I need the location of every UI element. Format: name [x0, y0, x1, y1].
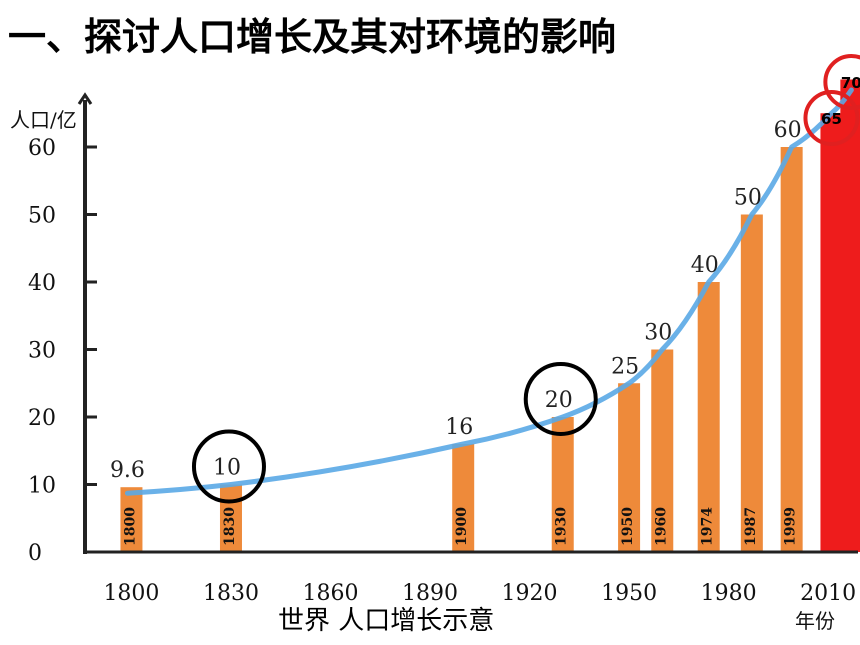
value-label-1960: 30	[644, 321, 672, 346]
bar-year-label-1930: 1930	[554, 507, 570, 546]
y-tick-label-40: 40	[28, 271, 56, 296]
y-tick-label-50: 50	[28, 204, 56, 229]
label-layer: 1800 1830 1900 1930 1950 1960 1974 1987 1999 9.6 1…	[110, 74, 860, 546]
bar-2011	[820, 113, 843, 552]
x-axis-label: 年份	[795, 609, 835, 633]
highlight-circle-1930	[523, 362, 598, 436]
bar-1900	[452, 444, 475, 552]
value-label-1800: 9.6	[110, 458, 145, 483]
bar-1800	[120, 487, 143, 552]
population-trend-line	[124, 87, 854, 496]
y-tick-label-10: 10	[28, 474, 56, 499]
y-tick-label-20: 20	[28, 406, 56, 431]
x-tick-label-2010: 2010	[800, 581, 856, 606]
axis-layer: 0 10 20 30 40 50 60 1800 1830 1860 1890 1920 1950 198…	[28, 92, 858, 606]
x-tick-label-1830: 1830	[203, 581, 259, 606]
bar-1999	[780, 147, 803, 552]
x-tick-label-1890: 1890	[402, 581, 458, 606]
value-label-2017: 70	[841, 74, 860, 92]
x-tick-label-1860: 1860	[303, 581, 359, 606]
bars-layer	[120, 79, 860, 552]
bar-1974	[697, 282, 720, 552]
bar-year-label-1960: 1960	[653, 507, 669, 546]
bar-1987	[740, 214, 763, 552]
bar-year-label-1900: 1900	[454, 507, 470, 546]
value-label-1930: 20	[545, 388, 573, 413]
value-label-1950: 25	[611, 354, 639, 379]
bar-year-label-1974: 1974	[700, 507, 716, 546]
value-label-1974: 40	[691, 253, 719, 278]
y-axis-arrow	[77, 92, 93, 105]
bar-1930	[551, 417, 574, 552]
bar-year-label-1800: 1800	[122, 507, 138, 546]
y-tick-label-0: 0	[28, 541, 42, 566]
bar-1950	[618, 383, 641, 552]
highlight-circle-2017	[823, 54, 860, 110]
bar-2017	[840, 79, 860, 552]
y-axis-label: 人口/亿	[10, 108, 77, 132]
highlight-circle-1830	[191, 429, 266, 504]
bar-year-label-1987: 1987	[743, 507, 759, 546]
page-title: 一、探讨人口增长及其对环境的影响	[8, 15, 617, 59]
circle-layer	[191, 54, 860, 504]
chart-caption: 世界 人口增长示意	[278, 606, 495, 636]
value-label-1999: 60	[774, 118, 802, 143]
x-tick-label-1800: 1800	[103, 581, 159, 606]
bar-year-label-1950: 1950	[620, 507, 636, 546]
value-label-1900: 16	[445, 415, 473, 440]
x-tick-label-1920: 1920	[502, 581, 558, 606]
y-tick-label-30: 30	[28, 339, 56, 364]
bar-year-label-1830: 1830	[222, 507, 238, 546]
bar-1960	[651, 349, 674, 552]
highlight-circle-2011	[803, 90, 860, 146]
x-tick-label-1950: 1950	[601, 581, 657, 606]
value-label-1830: 10	[213, 456, 241, 481]
trend-layer	[124, 87, 854, 496]
y-tick-label-60: 60	[28, 136, 56, 161]
value-label-1987: 50	[734, 186, 762, 211]
bar-year-label-1999: 1999	[783, 507, 799, 546]
value-label-2011: 65	[821, 110, 842, 128]
x-tick-label-1980: 1980	[701, 581, 757, 606]
